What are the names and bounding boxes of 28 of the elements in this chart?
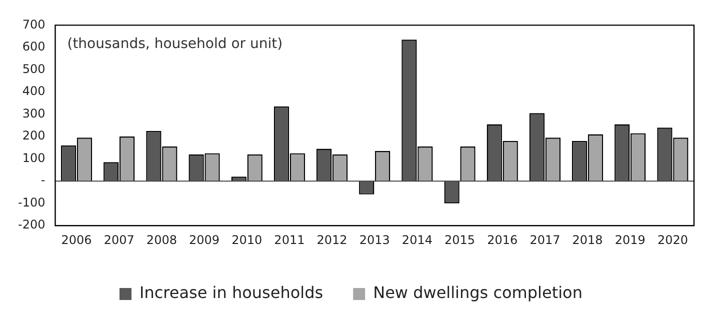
x-tick-label: 2007 [104, 232, 134, 247]
x-tick-label: 2013 [359, 232, 390, 247]
x-tick-label: 2019 [614, 232, 646, 247]
x-tick-label: 2010 [232, 232, 262, 247]
x-tick-label: 2012 [316, 232, 348, 247]
y-tick-label: -200 [18, 218, 46, 232]
x-tick-label: 2011 [274, 232, 305, 247]
y-tick-label: 600 [22, 40, 46, 54]
y-tick-label: 100 [22, 150, 46, 165]
x-tick-label: 2016 [487, 232, 518, 247]
y-tick-label: -100 [18, 195, 46, 210]
x-tick-label: 2018 [572, 232, 603, 247]
x-tick-label: 2009 [189, 232, 220, 247]
y-tick-label: 300 [22, 106, 46, 120]
x-tick-label: 2008 [146, 232, 177, 247]
annotation: (thousands, household or unit) [67, 36, 283, 52]
legend-label: New dwellings completion [373, 283, 582, 302]
y-tick-label: - [40, 173, 46, 188]
y-tick-label: 700 [22, 17, 46, 32]
x-tick-label: 2006 [61, 232, 92, 247]
y-tick-label: 500 [22, 62, 46, 76]
x-tick-label: 2015 [444, 232, 476, 247]
x-tick-label: 2017 [530, 232, 560, 247]
legend-label: Increase in households [140, 283, 324, 302]
y-tick-label: 400 [22, 84, 46, 98]
y-tick-label: 200 [22, 128, 46, 143]
x-tick-label: 2020 [657, 232, 688, 247]
x-tick-label: 2014 [402, 232, 432, 247]
